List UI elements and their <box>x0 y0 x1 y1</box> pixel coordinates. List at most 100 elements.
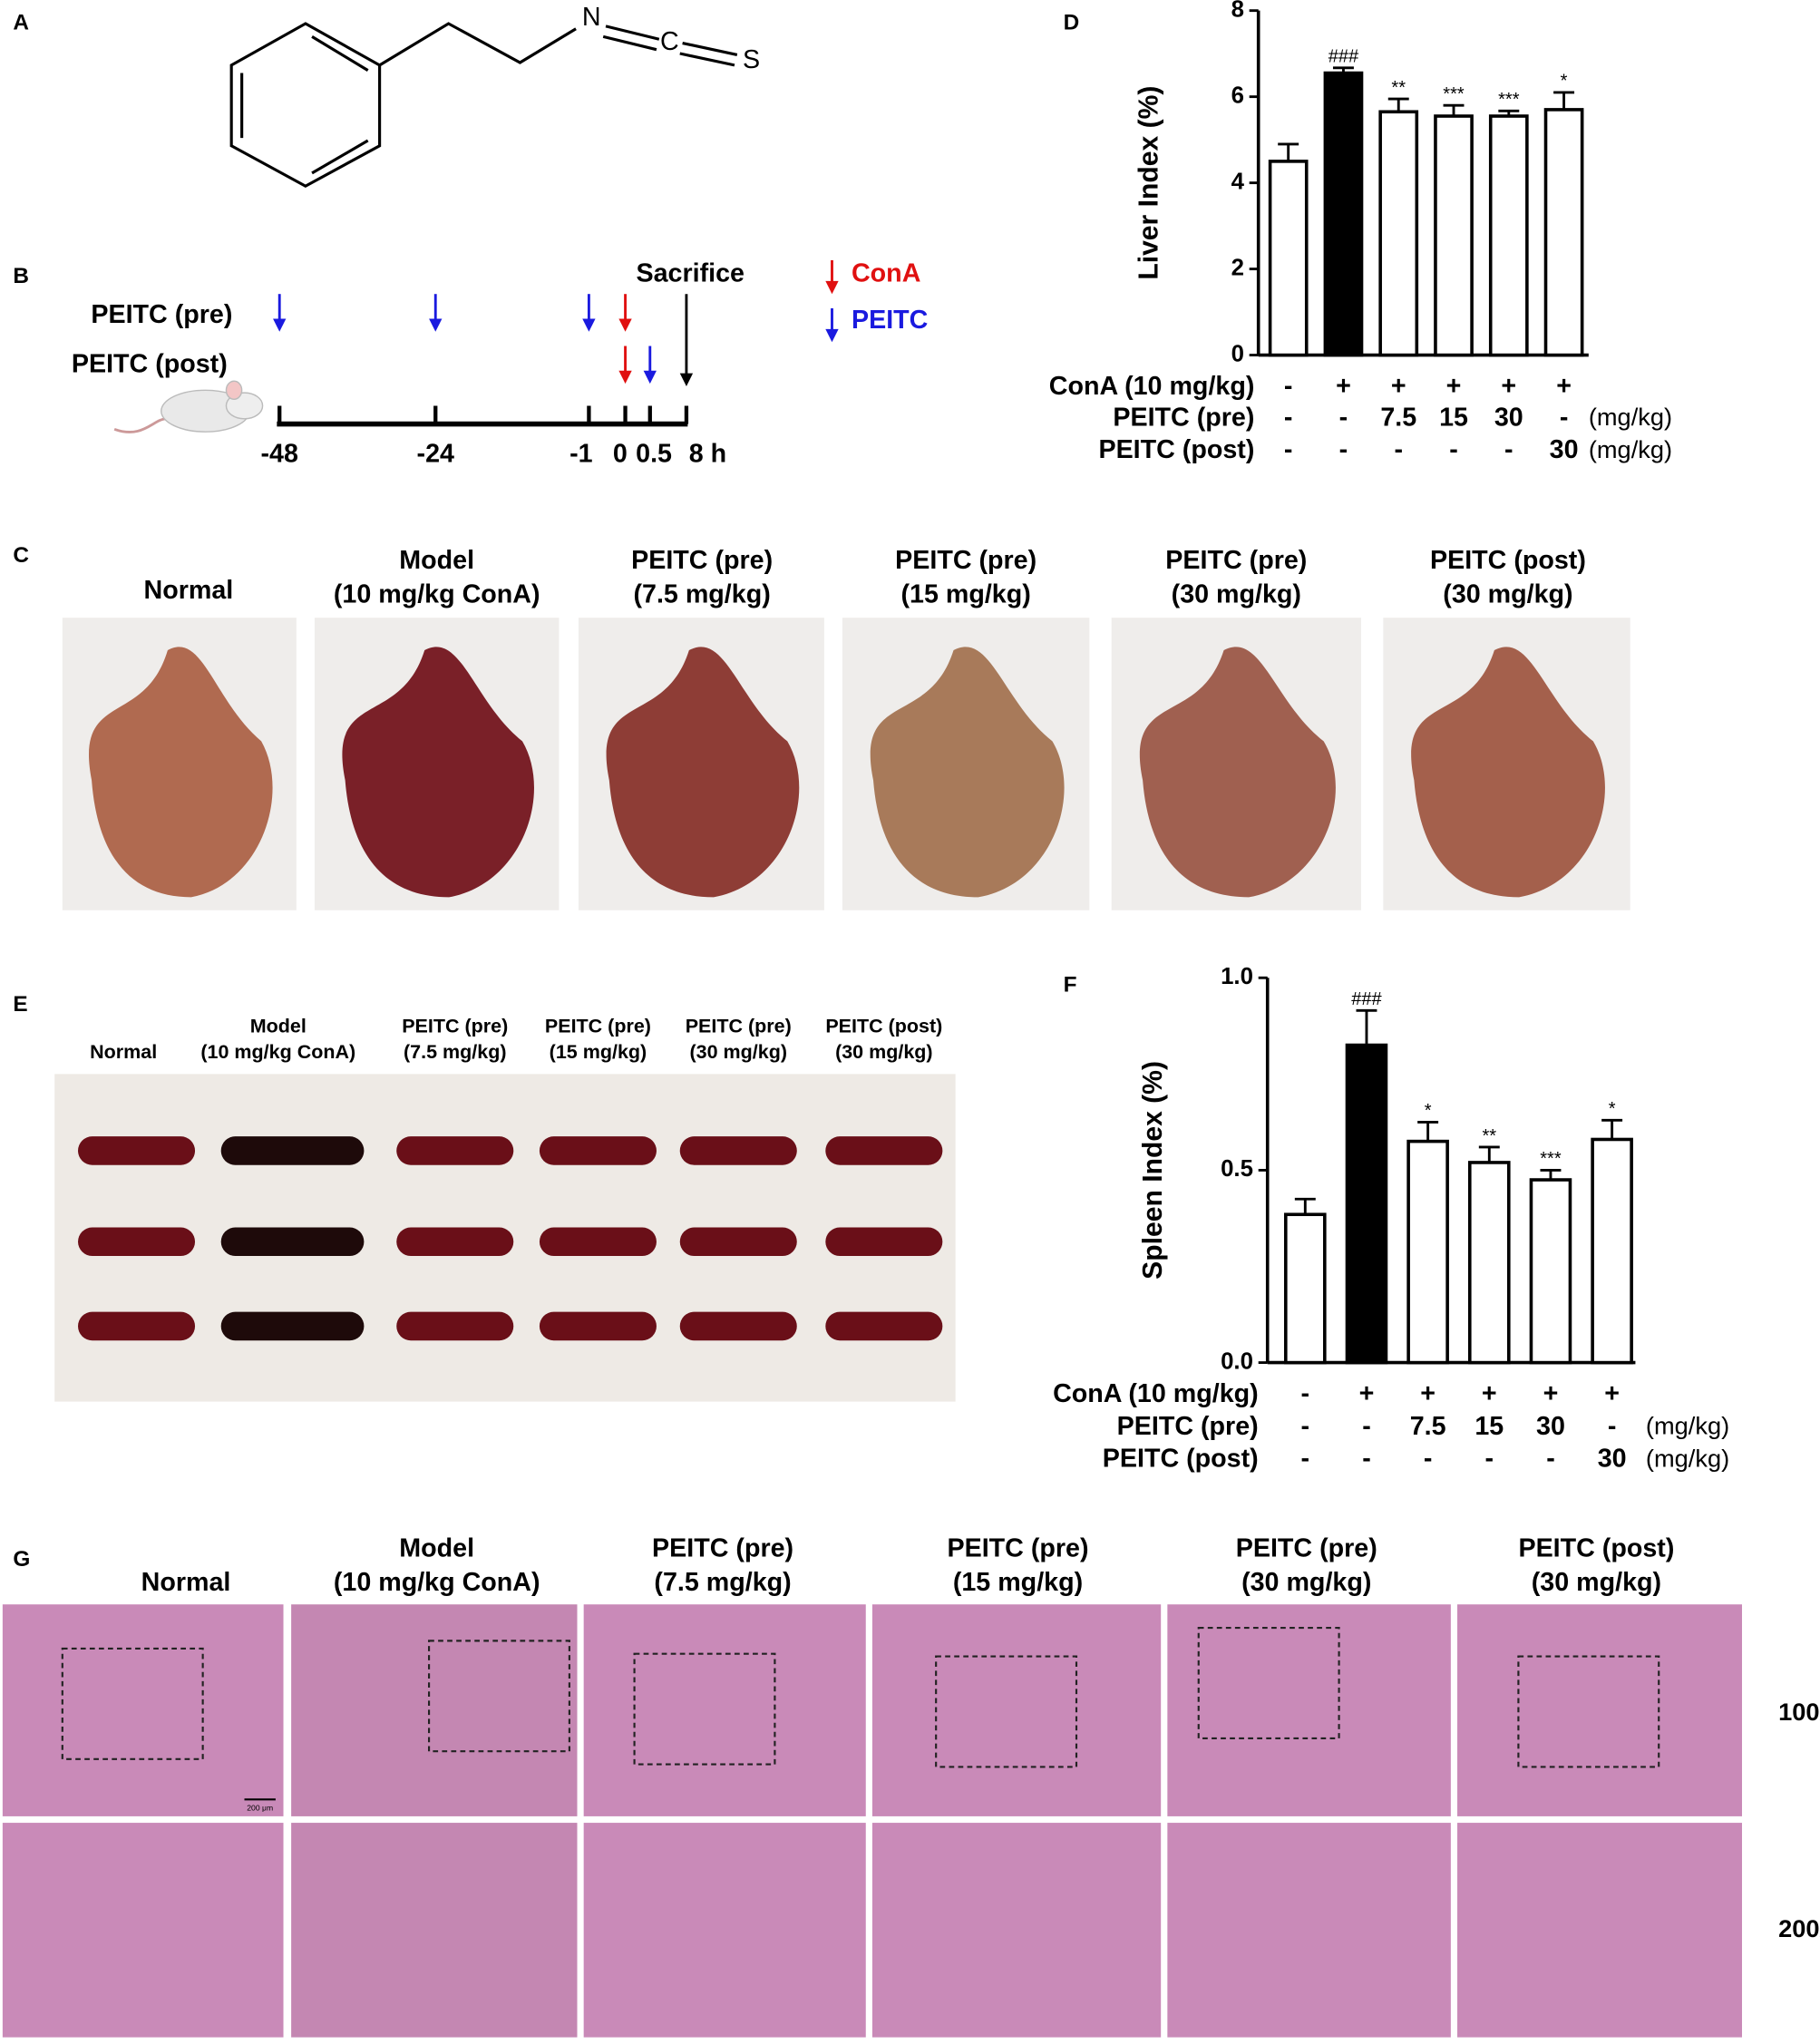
condition-value: 30 <box>1598 1445 1627 1474</box>
y-tick-label: 6 <box>1231 83 1244 108</box>
condition-value: - <box>1608 1412 1617 1441</box>
condition-unit: (mg/kg) <box>1589 435 1672 463</box>
spleen <box>679 1227 797 1257</box>
condition-value: - <box>1301 1412 1310 1441</box>
y-tick-label: 4 <box>1231 169 1245 194</box>
spleen <box>679 1136 797 1165</box>
group-label: (7.5 mg/kg) <box>654 1568 791 1597</box>
group-label: (30 mg/kg) <box>835 1041 933 1063</box>
panel-label: C <box>13 543 29 568</box>
bar <box>1529 1178 1572 1365</box>
condition-value: + <box>1391 372 1406 401</box>
spleen <box>539 1136 657 1165</box>
condition-unit: (mg/kg) <box>1646 1411 1729 1439</box>
condition-label: PEITC (post) <box>1098 435 1254 464</box>
group-label: (10 mg/kg ConA) <box>334 1568 540 1597</box>
significance: *** <box>1498 90 1520 110</box>
zoom-box <box>1517 1655 1660 1768</box>
group-label: (10 mg/kg ConA) <box>200 1041 355 1063</box>
atom-label: N <box>582 3 601 32</box>
group-label: PEITC (pre) <box>686 1015 792 1037</box>
panel-label: B <box>13 264 29 288</box>
condition-value: + <box>1420 1379 1436 1408</box>
zoom-box <box>633 1652 776 1766</box>
condition-value: - <box>1362 1412 1371 1441</box>
timeline-label: -24 <box>417 440 454 469</box>
spleen <box>220 1227 365 1257</box>
zoom-box <box>1197 1626 1340 1739</box>
condition-value: - <box>1339 403 1348 432</box>
condition-value: 15 <box>1439 403 1468 432</box>
group-label: PEITC (post) <box>825 1015 942 1037</box>
condition-value: - <box>1504 435 1513 464</box>
histology <box>1167 1823 1451 2038</box>
spleen <box>679 1311 797 1341</box>
group-label: (10 mg/kg ConA) <box>334 579 540 608</box>
condition-value: + <box>1446 372 1462 401</box>
group-label: (7.5 mg/kg) <box>633 579 770 608</box>
bar <box>1268 160 1309 357</box>
group-label: PEITC (pre) <box>631 546 773 575</box>
zoom-box <box>428 1640 570 1753</box>
scheme-row-label: PEITC (pre) <box>91 300 232 329</box>
group-label: Model <box>399 546 474 575</box>
group-label: Normal <box>90 1041 157 1063</box>
group-label: Model <box>399 1534 474 1563</box>
spleen <box>78 1136 196 1165</box>
condition-unit: (mg/kg) <box>1646 1444 1729 1472</box>
condition-value: + <box>1543 1379 1559 1408</box>
condition-value: - <box>1362 1445 1371 1474</box>
condition-value: + <box>1604 1379 1620 1408</box>
condition-value: 7.5 <box>1410 1412 1446 1441</box>
group-label: PEITC (pre) <box>402 1015 508 1037</box>
significance: ** <box>1482 1126 1496 1146</box>
photos <box>2 618 1742 2038</box>
histology <box>2 1604 284 1816</box>
y-tick-label: 0.0 <box>1221 1348 1253 1374</box>
bar <box>1434 114 1474 357</box>
spleen <box>220 1136 365 1165</box>
condition-label: PEITC (pre) <box>1113 403 1254 432</box>
group-label: Normal <box>144 576 234 605</box>
liver <box>342 647 534 898</box>
condition-value: - <box>1301 1379 1310 1408</box>
panel-label: D <box>1064 10 1080 34</box>
condition-value: + <box>1359 1379 1375 1408</box>
condition-value: + <box>1501 372 1516 401</box>
legend-label: PEITC <box>852 306 928 335</box>
magnification: 100x <box>1778 1698 1820 1726</box>
condition-value: 30 <box>1536 1412 1565 1441</box>
timeline-label: 8 h <box>689 440 726 469</box>
significance: ### <box>1351 989 1382 1009</box>
bar <box>1406 1139 1449 1365</box>
group-label: (30 mg/kg) <box>1172 579 1301 608</box>
histology <box>583 1604 866 1816</box>
scale-bar-label: 200 μm <box>247 1804 273 1813</box>
scheme-arrows <box>273 259 839 427</box>
condition-unit: (mg/kg) <box>1589 403 1672 431</box>
condition-value: 15 <box>1474 1412 1504 1441</box>
liver <box>88 647 273 898</box>
condition-label: ConA (10 mg/kg) <box>1053 1379 1259 1408</box>
liver <box>606 647 800 898</box>
group-label: PEITC (post) <box>1518 1534 1674 1563</box>
group-label: (30 mg/kg) <box>690 1041 788 1063</box>
significance: ** <box>1391 78 1406 98</box>
group-label: (15 mg/kg) <box>550 1041 647 1063</box>
histology <box>2 1823 284 2038</box>
group-label: Normal <box>141 1568 231 1597</box>
y-tick-label: 8 <box>1231 0 1244 22</box>
structure <box>229 22 738 189</box>
bar <box>1468 1161 1511 1365</box>
y-axis-label: Liver Index (%) <box>1134 86 1164 280</box>
panel-label: E <box>13 992 27 1017</box>
group-label: PEITC (pre) <box>545 1015 651 1037</box>
group-label: PEITC (pre) <box>652 1534 793 1563</box>
timeline-label: -48 <box>261 440 298 469</box>
condition-value: - <box>1284 372 1293 401</box>
atom-label: S <box>743 45 760 74</box>
panel-label: A <box>13 10 29 34</box>
group-label: Model <box>250 1015 307 1037</box>
spleen <box>539 1311 657 1341</box>
group-label: PEITC (pre) <box>1236 1534 1377 1563</box>
